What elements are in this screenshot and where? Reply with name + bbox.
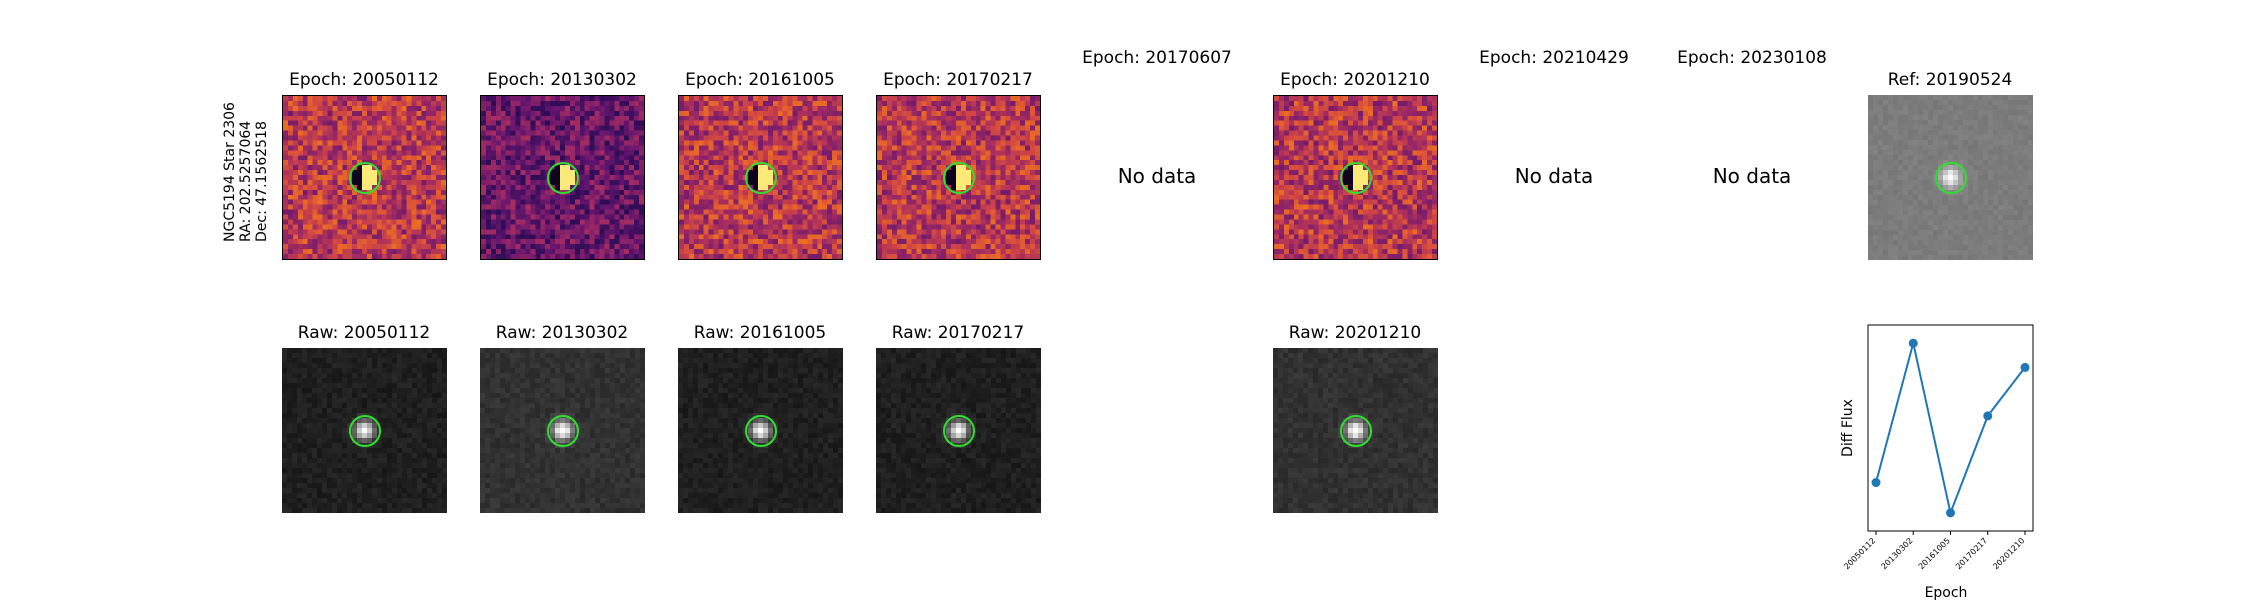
epoch-title-8: Epoch: 20230108	[1677, 48, 1827, 68]
target-circle	[942, 414, 975, 447]
x-tick-label: 20130302	[1880, 536, 1915, 571]
no-data-5: No data	[1117, 164, 1197, 188]
diff-image-1	[282, 95, 447, 260]
target-circle	[744, 161, 777, 194]
series-line	[1875, 342, 2026, 517]
raw-image-2	[480, 348, 645, 513]
data-point	[1908, 338, 1918, 348]
x-axis-label: Epoch	[1925, 585, 1968, 600]
target-circle	[1934, 161, 1967, 194]
epoch-title-4: Epoch: 20170217	[883, 70, 1033, 90]
raw-image-4	[876, 348, 1041, 513]
diff-image-6	[1273, 95, 1438, 260]
epoch-title-5: Epoch: 20170607	[1082, 48, 1232, 68]
raw-image-3	[678, 348, 843, 513]
raw-title-2: Raw: 20130302	[495, 323, 629, 343]
target-circle	[942, 161, 975, 194]
x-tick-label: 20170217	[1954, 536, 1989, 571]
diff-flux-chart: 20050112 20130302 20161005 20170217 20201210…	[1840, 324, 2034, 600]
target-circle	[546, 161, 579, 194]
y-axis-label: Diff Flux	[1840, 399, 1856, 457]
epoch-title-3: Epoch: 20161005	[685, 70, 835, 90]
raw-image-5	[1273, 348, 1438, 513]
ref-image	[1868, 95, 2033, 260]
target-circle	[1339, 161, 1372, 194]
data-point	[1871, 478, 1881, 488]
epoch-title-7: Epoch: 20210429	[1479, 48, 1629, 68]
diff-image-4	[876, 95, 1041, 260]
raw-title-3: Raw: 20161005	[693, 323, 827, 343]
raw-title-4: Raw: 20170217	[891, 323, 1025, 343]
epoch-title-6: Epoch: 20201210	[1280, 70, 1430, 90]
plot-frame	[1867, 324, 2034, 532]
ref-title: Ref: 20190524	[1887, 70, 2013, 90]
target-circle	[546, 414, 579, 447]
no-data-8: No data	[1712, 164, 1792, 188]
data-point	[2020, 362, 2030, 372]
epoch-title-2: Epoch: 20130302	[487, 70, 637, 90]
raw-title-1: Raw: 20050112	[297, 323, 431, 343]
x-tick-label: 20050112	[1842, 536, 1877, 571]
data-point	[1983, 411, 1993, 421]
data-point	[1946, 508, 1955, 518]
star-dec: Dec: 47.1562518	[254, 121, 270, 242]
star-name: NGC5194 Star 2306	[222, 102, 238, 242]
no-data-7: No data	[1514, 164, 1594, 188]
epoch-title-1: Epoch: 20050112	[289, 70, 439, 90]
target-circle	[348, 161, 381, 194]
raw-image-1	[282, 348, 447, 513]
x-tick-label: 20161005	[1917, 536, 1952, 571]
target-circle	[744, 414, 777, 447]
target-circle	[1339, 414, 1372, 447]
raw-title-5: Raw: 20201210	[1288, 323, 1422, 343]
diff-image-2	[480, 95, 645, 260]
x-tick-label: 20201210	[1991, 536, 2026, 571]
star-ra: RA: 202.5257064	[238, 120, 254, 242]
diff-image-3	[678, 95, 843, 260]
target-circle	[348, 414, 381, 447]
star-info-label: NGC5194 Star 2306 RA: 202.5257064 Dec: 4…	[222, 102, 282, 242]
